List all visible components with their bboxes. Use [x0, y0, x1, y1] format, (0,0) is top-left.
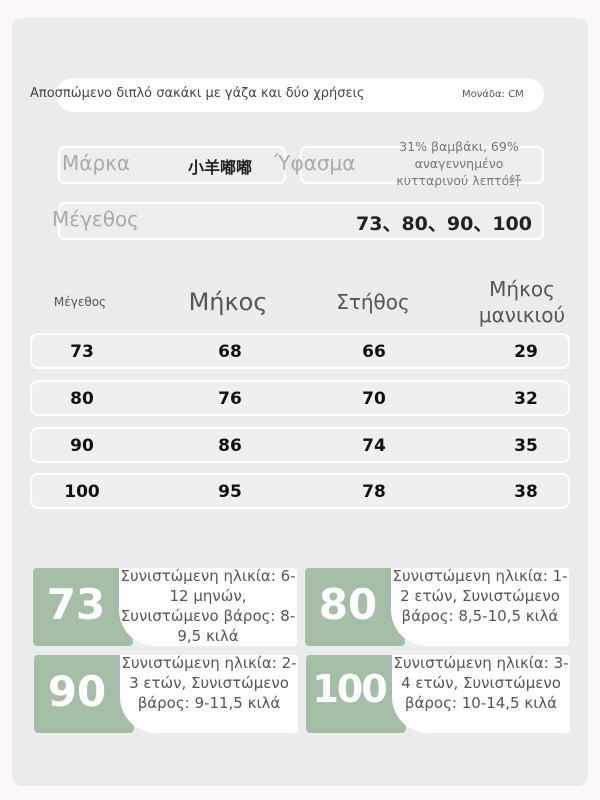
cell-chest: 74 — [362, 436, 386, 456]
product-title: Αποσπώμενο διπλό σακάκι με γάζα και δύο … — [30, 86, 365, 101]
table-row: 80 76 70 32 — [30, 380, 570, 416]
cell-chest: 78 — [362, 482, 386, 502]
size-card-90: 90 Συνιστώμενη ηλικία: 2-3 ετών, Συνιστώ… — [34, 654, 298, 733]
cell-sleeve: 32 — [514, 389, 538, 409]
size-description: Συνιστώμενη ηλικία: 6-12 μηνών, Συνιστώμ… — [120, 567, 296, 645]
cell-length: 68 — [218, 342, 242, 362]
table-row: 73 68 66 29 — [30, 333, 570, 369]
table-row: 90 86 74 35 — [30, 427, 570, 463]
size-number: 80 — [318, 580, 378, 629]
cell-size: 73 — [70, 342, 94, 362]
size-desc-bg — [119, 568, 297, 646]
header-length: Μήκος — [188, 288, 268, 316]
size-number: 73 — [46, 580, 106, 629]
unit-label: Μονάδα: CM — [462, 89, 524, 100]
table-row: 100 95 78 38 — [30, 473, 570, 509]
brand-value: 小羊嘟嘟 — [188, 158, 253, 177]
title-pill — [56, 78, 544, 112]
size-card-100: 100 Συνιστώμενη ηλικία: 3-4 ετών, Συνιστ… — [306, 654, 570, 733]
cell-sleeve: 29 — [514, 342, 538, 362]
size-card-73: 73 Συνιστώμενη ηλικία: 6-12 μηνών, Συνισ… — [33, 567, 297, 646]
cell-chest: 66 — [362, 342, 386, 362]
size-desc-bg — [392, 655, 570, 733]
size-desc-bg — [120, 655, 298, 733]
cell-size: 80 — [70, 389, 94, 409]
size-number: 90 — [47, 667, 107, 716]
fabric-label: Ύφασμα — [274, 151, 356, 175]
cell-sleeve: 38 — [514, 482, 538, 502]
size-description: Συνιστώμενη ηλικία: 3-4 ετών, Συνιστώμεν… — [393, 654, 569, 712]
cell-sleeve: 35 — [514, 436, 538, 456]
size-badge — [34, 655, 134, 733]
size-number: 100 — [312, 667, 387, 711]
cell-chest: 70 — [362, 389, 386, 409]
brand-label: Μάρκα — [62, 151, 131, 175]
cell-length: 95 — [218, 482, 242, 502]
header-sleeve: Μήκος μανικιού — [478, 277, 566, 327]
fabric-box — [300, 146, 544, 184]
size-value: 73、80、90、100 — [356, 213, 532, 235]
size-description: Συνιστώμενη ηλικία: 1-2 ετών, Συνιστώμεν… — [392, 567, 568, 625]
size-description: Συνιστώμενη ηλικία: 2-3 ετών, Συνιστώμεν… — [121, 654, 297, 712]
size-badge — [33, 568, 133, 646]
cell-size: 90 — [70, 436, 94, 456]
cell-size: 100 — [64, 482, 100, 502]
size-box — [58, 202, 544, 240]
size-desc-bg — [391, 568, 569, 646]
cell-length: 76 — [218, 389, 242, 409]
size-badge — [306, 655, 406, 733]
size-label: Μέγεθος — [52, 207, 139, 231]
fabric-value: 31% βαμβάκι, 69% αναγεννημένο κυτταρινού… — [396, 139, 522, 188]
size-badge — [305, 568, 405, 646]
header-size: Μέγεθος — [53, 295, 107, 309]
brand-box — [58, 146, 286, 184]
cell-length: 86 — [218, 436, 242, 456]
header-chest: Στήθος — [336, 290, 410, 314]
size-card-80: 80 Συνιστώμενη ηλικία: 1-2 ετών, Συνιστώ… — [305, 567, 569, 646]
